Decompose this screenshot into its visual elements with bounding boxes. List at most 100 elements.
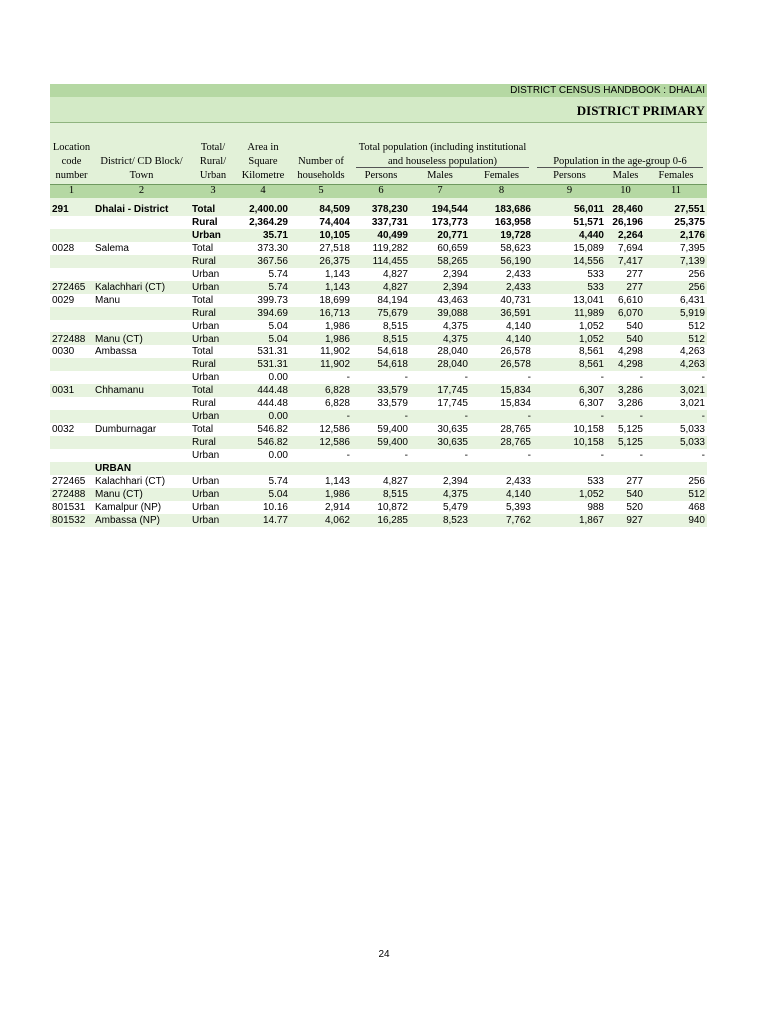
cell-value: 40,499 <box>377 229 408 241</box>
cell-value: 940 <box>688 514 705 526</box>
cell-value: 1,052 <box>578 333 604 345</box>
cell-value: 8,515 <box>382 488 408 500</box>
cell-value: - <box>639 450 643 462</box>
area-type: Urban <box>192 320 220 332</box>
cell-value: 5.04 <box>268 333 288 345</box>
cell-value: 7,762 <box>505 514 531 526</box>
cell-value: - <box>464 450 468 462</box>
cell-value: 520 <box>626 501 643 513</box>
cell-value: 4,375 <box>442 333 468 345</box>
location-code: 0029 <box>52 294 75 306</box>
row-stripe <box>50 474 707 488</box>
cell-value: 28,040 <box>437 346 468 358</box>
cell-value: 533 <box>587 268 604 280</box>
column-header: code <box>61 156 82 167</box>
cell-value: 4,298 <box>617 346 643 358</box>
cell-value: 114,455 <box>372 255 408 267</box>
cell-value: 11,902 <box>320 346 350 358</box>
cell-value: 277 <box>626 475 643 487</box>
column-header-band <box>50 123 707 184</box>
area-name: Manu (CT) <box>95 333 143 345</box>
cell-value: 256 <box>688 475 705 487</box>
cell-value: 4,827 <box>382 281 408 293</box>
column-header: households <box>297 170 345 181</box>
cell-value: 378,230 <box>371 204 408 215</box>
cell-value: 18,699 <box>319 294 350 306</box>
cell-value: 2,400.00 <box>249 204 288 215</box>
area-type: Total <box>192 424 214 436</box>
cell-value: 373.30 <box>257 242 288 254</box>
cell-value: 0.00 <box>268 450 288 462</box>
cell-value: 17,745 <box>437 385 468 397</box>
column-number: 4 <box>260 185 266 196</box>
cell-value: 6,828 <box>324 385 350 397</box>
area-name: URBAN <box>95 463 132 474</box>
cell-value: 2,394 <box>442 475 468 487</box>
title-band <box>50 97 707 123</box>
cell-value: 5.04 <box>268 320 288 332</box>
cell-value: - <box>639 372 643 384</box>
cell-value: 277 <box>626 281 643 293</box>
location-code: 272488 <box>52 488 86 500</box>
sub-header: Males <box>612 170 639 181</box>
location-code: 801531 <box>52 501 86 513</box>
cell-value: 546.82 <box>257 424 288 436</box>
area-type: Total <box>192 242 214 254</box>
column-header: Number of <box>298 156 344 167</box>
location-code: 0032 <box>52 424 75 436</box>
area-name: Kalachhari (CT) <box>95 475 166 487</box>
cell-value: 8,523 <box>442 514 468 526</box>
cell-value: 28,765 <box>500 424 531 436</box>
cell-value: 4,827 <box>382 475 408 487</box>
cell-value: 74,404 <box>319 216 350 228</box>
cell-value: 6,610 <box>617 294 643 306</box>
cell-value: 84,194 <box>377 294 408 306</box>
cell-value: 84,509 <box>319 204 350 215</box>
sub-header: Females <box>484 170 519 181</box>
cell-value: - <box>600 450 604 462</box>
cell-value: 58,265 <box>437 255 468 267</box>
cell-value: 10,158 <box>573 424 604 436</box>
cell-value: 5,479 <box>442 501 468 513</box>
cell-value: - <box>527 372 531 384</box>
cell-value: 10,158 <box>573 437 604 449</box>
cell-value: 30,635 <box>437 437 468 449</box>
cell-value: 11,902 <box>320 359 350 371</box>
column-number: 7 <box>437 185 443 196</box>
cell-value: 2,433 <box>505 475 531 487</box>
area-type: Urban <box>192 229 221 241</box>
cell-value: 0.00 <box>268 372 288 384</box>
cell-value: 10.16 <box>262 501 288 513</box>
cell-value: - <box>346 372 350 384</box>
location-code: 272465 <box>52 475 86 487</box>
column-header: Location <box>52 142 91 153</box>
cell-value: 0.00 <box>268 411 288 423</box>
cell-value: 16,713 <box>319 307 350 319</box>
cell-value: 2,364.29 <box>249 216 288 228</box>
cell-value: 19,728 <box>500 229 531 241</box>
column-header: Urban <box>199 170 227 181</box>
cell-value: 16,285 <box>377 514 408 526</box>
area-type: Urban <box>192 333 220 345</box>
cell-value: 163,958 <box>494 216 531 228</box>
cell-value: 30,635 <box>437 424 468 436</box>
cell-value: 33,579 <box>377 385 408 397</box>
cell-value: 927 <box>626 514 643 526</box>
cell-value: 2,433 <box>505 268 531 280</box>
cell-value: - <box>404 450 408 462</box>
location-code: 291 <box>52 204 69 215</box>
cell-value: - <box>701 450 705 462</box>
cell-value: 59,400 <box>377 424 408 436</box>
sub-header: Persons <box>364 170 398 181</box>
area-name: Dumburnagar <box>95 424 157 436</box>
column-number: 1 <box>68 185 75 196</box>
cell-value: - <box>464 372 468 384</box>
cell-value: 173,773 <box>431 216 468 228</box>
location-code: 272488 <box>52 333 86 345</box>
cell-value: 4,827 <box>382 268 408 280</box>
area-name: Chhamanu <box>95 385 144 397</box>
cell-value: - <box>639 411 643 423</box>
cell-value: 75,679 <box>377 307 408 319</box>
cell-value: 1,867 <box>578 514 604 526</box>
